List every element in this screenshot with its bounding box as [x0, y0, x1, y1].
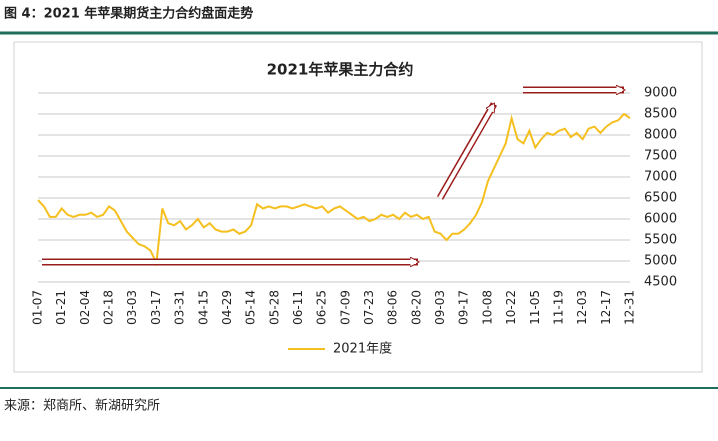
- y-tick-label: 7500: [644, 149, 677, 164]
- chart-frame: [13, 41, 703, 373]
- x-tick-label: 07-09: [338, 290, 352, 325]
- x-tick-label: 11-05: [528, 290, 542, 325]
- y-tick-label: 8000: [644, 128, 677, 143]
- chart-title: 2021年苹果主力合约: [267, 61, 414, 79]
- legend-label: 2021年度: [333, 341, 392, 357]
- y-tick-label: 5000: [644, 254, 677, 269]
- arrows: [42, 90, 624, 262]
- y-tick-label: 4500: [644, 275, 677, 290]
- x-tick-label: 10-08: [480, 290, 494, 325]
- series-line: [37, 112, 631, 267]
- x-tick-label: 12-31: [623, 290, 637, 325]
- x-tick-label: 10-22: [504, 290, 518, 325]
- x-tick-label: 01-21: [54, 290, 68, 325]
- x-tick-label: 08-20: [409, 290, 423, 325]
- y-tick-label: 8500: [644, 107, 677, 122]
- x-tick-label: 02-18: [102, 290, 116, 325]
- x-tick-label: 09-03: [433, 290, 447, 325]
- plot: 4500 5000 5500 6000 6500 7000 7500 8000 8500 9000…: [31, 86, 678, 357]
- x-tick-label: 12-03: [575, 290, 589, 325]
- x-tick-label: 05-28: [267, 290, 281, 325]
- x-tick-label: 07-23: [362, 290, 376, 325]
- y-tick-label: 6500: [644, 191, 677, 206]
- x-tick-label: 03-17: [149, 290, 163, 325]
- y-tick-label: 5500: [644, 233, 677, 248]
- x-tick-label: 02-04: [78, 290, 92, 325]
- x-tick-label: 04-29: [220, 290, 234, 325]
- x-tick-label: 03-31: [173, 290, 187, 325]
- x-tick-label: 12-17: [599, 290, 613, 325]
- x-tick-label: 11-19: [551, 290, 565, 325]
- y-tick-label: 6000: [644, 212, 677, 227]
- figure-title: 图 4：2021 年苹果期货主力合约盘面走势: [4, 6, 253, 22]
- x-tick-label: 03-03: [125, 290, 139, 325]
- y-tick-label: 7000: [644, 170, 677, 185]
- source: 来源：郑商所、新湖研究所: [4, 398, 160, 414]
- x-tick-label: 05-14: [244, 290, 258, 325]
- x-tick-label: 06-11: [291, 290, 305, 325]
- x-tick-label: 08-06: [386, 290, 400, 325]
- y-tick-label: 9000: [644, 86, 677, 101]
- arrow-inner: [438, 105, 495, 199]
- x-tick-label: 09-17: [457, 290, 471, 325]
- x-tick-label: 04-15: [196, 290, 210, 325]
- x-tick-label: 06-25: [315, 290, 329, 325]
- x-tick-label: 01-07: [31, 290, 45, 325]
